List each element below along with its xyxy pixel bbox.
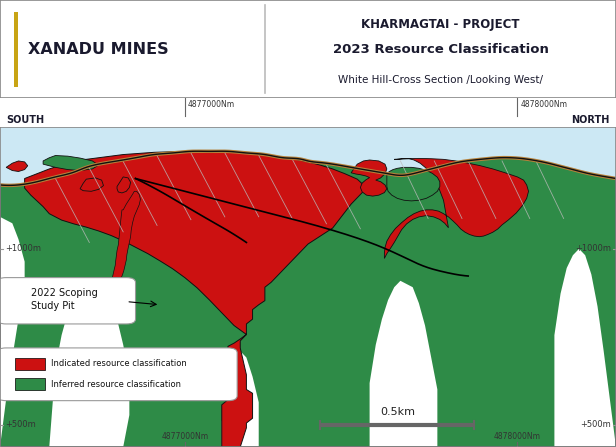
Polygon shape: [222, 351, 259, 447]
Polygon shape: [351, 160, 387, 196]
Text: +1000m: +1000m: [5, 245, 41, 253]
Text: NORTH: NORTH: [572, 115, 610, 125]
Text: 0.5km: 0.5km: [380, 407, 415, 417]
Polygon shape: [25, 152, 363, 447]
Text: KHARMAGTAI - PROJECT: KHARMAGTAI - PROJECT: [361, 18, 520, 31]
Text: 4878000Nm: 4878000Nm: [521, 100, 567, 109]
Bar: [14, 12, 18, 87]
Polygon shape: [112, 191, 140, 285]
Bar: [15, 378, 45, 390]
Text: SOUTH: SOUTH: [6, 115, 44, 125]
Polygon shape: [49, 281, 129, 447]
FancyBboxPatch shape: [0, 348, 237, 401]
Text: +500m: +500m: [580, 420, 611, 429]
Text: Indicated resource classification: Indicated resource classification: [51, 359, 186, 368]
Polygon shape: [80, 178, 103, 191]
Text: +1000m: +1000m: [575, 245, 611, 253]
Text: 2022 Scoping
Study Pit: 2022 Scoping Study Pit: [31, 288, 98, 311]
Polygon shape: [0, 217, 25, 447]
Text: XANADU MINES: XANADU MINES: [28, 42, 168, 57]
Text: 4877000Nm: 4877000Nm: [161, 432, 208, 441]
Polygon shape: [0, 152, 616, 447]
Polygon shape: [554, 249, 616, 447]
Polygon shape: [387, 167, 440, 201]
Bar: [15, 358, 45, 370]
Text: 2023 Resource Classification: 2023 Resource Classification: [333, 43, 548, 56]
Text: 4877000Nm: 4877000Nm: [188, 100, 235, 109]
Text: 4878000Nm: 4878000Nm: [494, 432, 541, 441]
Text: +500m: +500m: [5, 420, 36, 429]
FancyBboxPatch shape: [0, 278, 136, 324]
Polygon shape: [6, 161, 28, 172]
Polygon shape: [43, 156, 99, 171]
Text: Inferred resource classification: Inferred resource classification: [51, 380, 180, 388]
Text: White Hill-Cross Section /Looking West/: White Hill-Cross Section /Looking West/: [338, 75, 543, 85]
Polygon shape: [384, 158, 529, 258]
Polygon shape: [117, 177, 131, 193]
Polygon shape: [0, 127, 616, 185]
Polygon shape: [370, 281, 437, 447]
